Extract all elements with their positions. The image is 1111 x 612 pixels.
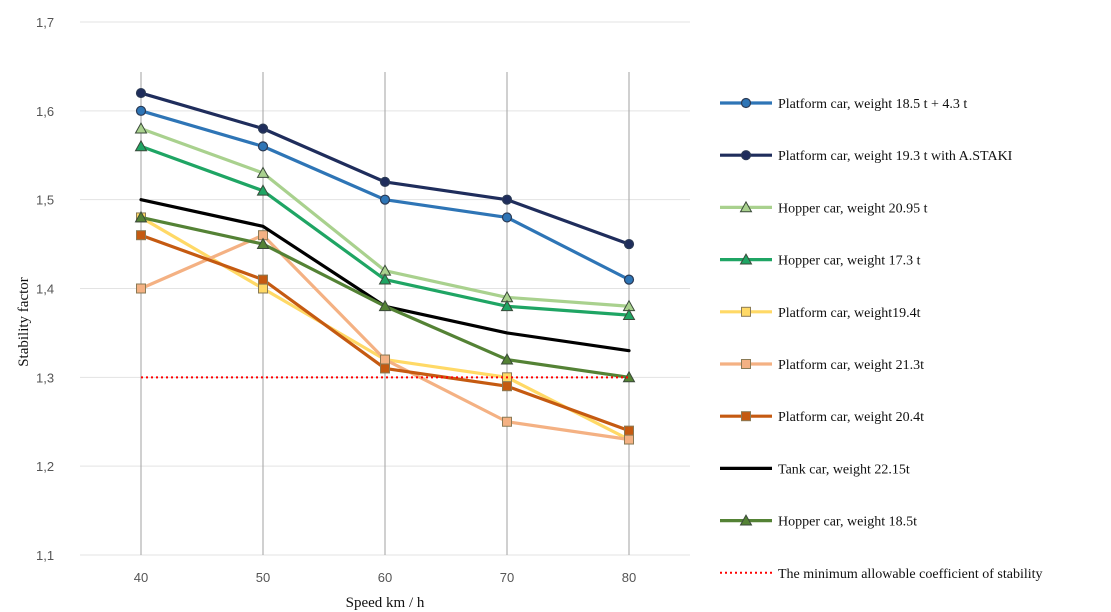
series-group (134, 139, 636, 321)
legend-item: Tank car, weight 22.15t (720, 462, 910, 477)
legend-item: Hopper car, weight 20.95 t (720, 200, 928, 216)
legend-label: Platform car, weight 21.3t (778, 358, 924, 373)
legend-item: The minimum allowable coefficient of sta… (720, 567, 1043, 582)
data-point (257, 123, 269, 134)
legend-label: Hopper car, weight 18.5t (778, 515, 917, 530)
axis-layer: 1,1 1,2 1,3 1,4 1,5 1,6 1,7 40 50 60 70 80 (36, 15, 636, 585)
data-point (502, 381, 512, 392)
legend-item: Platform car, weight 20.4t (720, 410, 924, 425)
legend-item: Platform car, weight 19.3 t with A.STAKI (720, 149, 1013, 164)
y-tick-label: 1,2 (36, 459, 54, 474)
x-tick-label: 80 (622, 570, 636, 585)
data-point (134, 122, 148, 134)
data-point (378, 273, 392, 285)
data-point (740, 97, 752, 109)
data-point (134, 210, 148, 223)
data-point (379, 176, 391, 187)
legend-item: Platform car, weight 21.3t (720, 358, 924, 373)
data-point (739, 253, 753, 265)
data-point (502, 416, 512, 427)
data-point (257, 141, 269, 152)
data-point (500, 299, 514, 312)
legend-label: Platform car, weight19.4t (778, 306, 921, 321)
data-point (501, 212, 513, 223)
series-group (136, 230, 634, 436)
data-point (136, 230, 146, 241)
data-point (741, 306, 751, 317)
y-tick-label: 1,5 (36, 193, 54, 208)
data-point (739, 200, 753, 213)
legend: Platform car, weight 18.5 t + 4.3 t Platf… (720, 97, 1043, 582)
data-point (740, 150, 752, 161)
x-tick-label: 50 (256, 570, 270, 585)
x-tick-label: 40 (134, 570, 148, 585)
data-point (380, 354, 390, 365)
data-point (624, 425, 634, 436)
data-point (256, 237, 270, 249)
data-point (136, 283, 146, 294)
legend-item: Platform car, weight 18.5 t + 4.3 t (720, 97, 967, 112)
legend-label: Platform car, weight 19.3 t with A.STAKI (778, 149, 1013, 164)
x-axis-title: Speed km / h (346, 595, 425, 611)
data-point (134, 139, 148, 152)
x-tick-label: 70 (500, 570, 514, 585)
y-tick-label: 1,1 (36, 548, 54, 563)
data-point (501, 194, 513, 205)
data-point (741, 411, 751, 422)
series-group (135, 105, 635, 285)
series-group (134, 210, 636, 383)
data-point (256, 184, 270, 196)
series-group (136, 230, 634, 445)
legend-item: Hopper car, weight 17.3 t (720, 253, 921, 269)
data-point (258, 283, 268, 294)
series-layer (134, 87, 636, 445)
data-point (135, 87, 147, 99)
data-point (739, 514, 753, 526)
data-point (623, 238, 635, 250)
series-group (135, 87, 635, 250)
legend-item: Platform car, weight19.4t (720, 306, 921, 321)
data-point (622, 308, 636, 321)
legend-label: Hopper car, weight 17.3 t (778, 254, 921, 269)
data-point (624, 434, 634, 445)
data-point (380, 363, 390, 374)
y-tick-label: 1,3 (36, 370, 54, 385)
legend-label: The minimum allowable coefficient of sta… (778, 567, 1043, 582)
legend-label: Platform car, weight 20.4t (778, 410, 924, 425)
data-point (258, 274, 268, 285)
legend-label: Platform car, weight 18.5 t + 4.3 t (778, 97, 967, 112)
data-point (623, 274, 635, 285)
legend-label: Hopper car, weight 20.95 t (778, 201, 928, 216)
data-point (500, 353, 514, 365)
data-point (256, 166, 270, 178)
legend-label: Tank car, weight 22.15t (778, 462, 910, 477)
y-tick-label: 1,7 (36, 15, 54, 30)
data-point (741, 359, 751, 369)
legend-item: Hopper car, weight 18.5t (720, 514, 917, 530)
y-tick-label: 1,4 (36, 282, 54, 297)
data-point (378, 299, 392, 312)
x-tick-label: 60 (378, 570, 392, 585)
data-point (379, 194, 391, 205)
y-axis-title: Stability factor (16, 277, 32, 367)
data-point (135, 105, 147, 116)
y-tick-label: 1,6 (36, 104, 54, 119)
